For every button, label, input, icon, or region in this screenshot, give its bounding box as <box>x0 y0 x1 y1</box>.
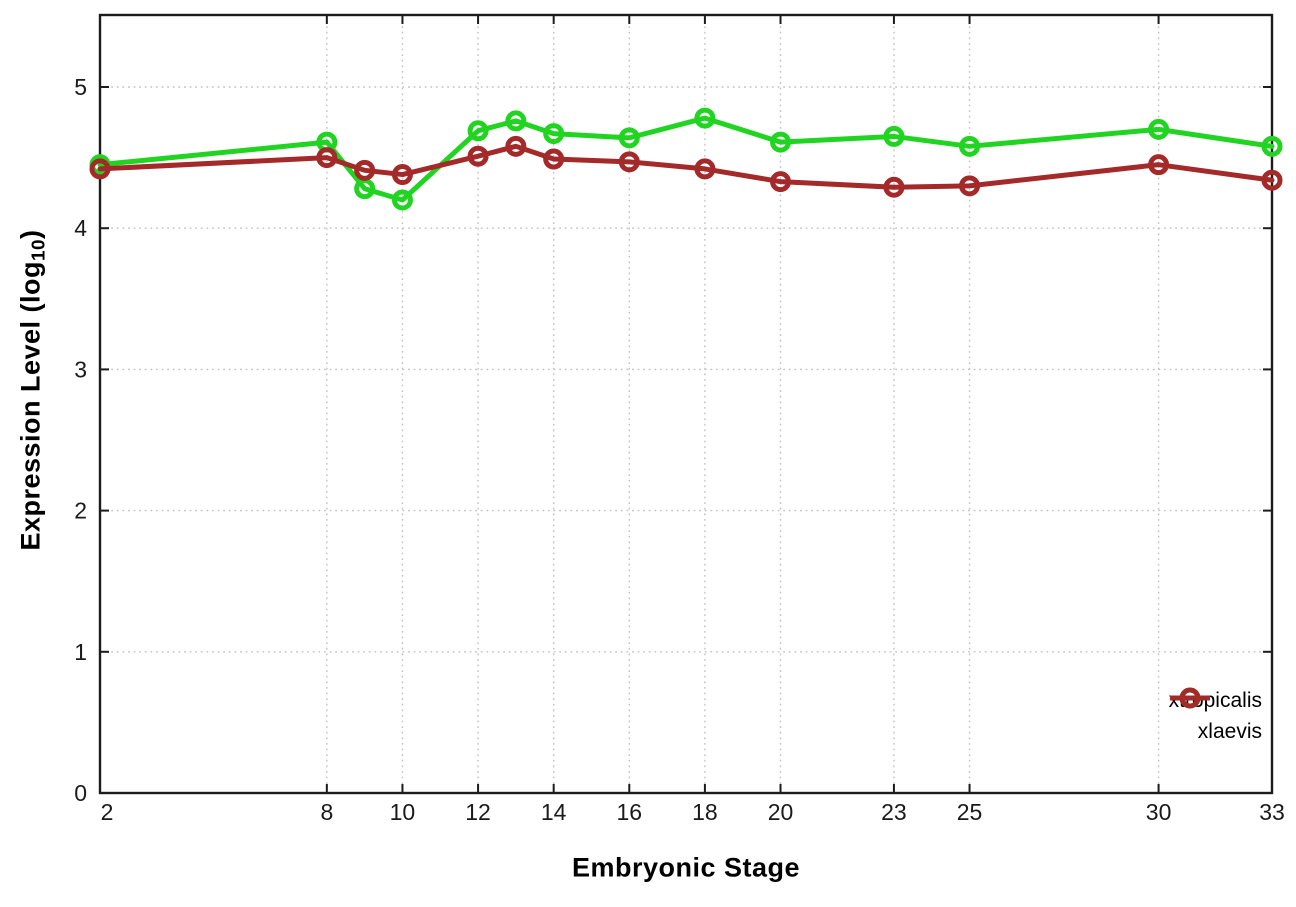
x-tick-label: 18 <box>692 799 718 825</box>
y-tick-label: 2 <box>74 498 87 524</box>
data-point-xtropicalis <box>505 110 527 132</box>
data-point-xlaevis <box>89 158 111 180</box>
data-point-xlaevis <box>1261 169 1283 191</box>
data-point-xlaevis <box>959 175 981 197</box>
data-point-xlaevis <box>770 171 792 193</box>
y-axis-title-text: Expression Level (log <box>15 260 46 551</box>
data-point-xtropicalis <box>543 123 565 145</box>
data-point-xlaevis <box>1148 154 1170 176</box>
x-tick-label: 23 <box>881 799 907 825</box>
y-axis-title-subscript: 10 <box>28 238 50 261</box>
x-tick-label: 10 <box>390 799 416 825</box>
plot-border <box>98 13 1274 795</box>
data-point-xlaevis <box>618 151 640 173</box>
x-tick-label: 33 <box>1259 799 1285 825</box>
data-point-xlaevis <box>694 158 716 180</box>
legend: xtropicalis xlaevis <box>1169 685 1262 747</box>
y-tick-label: 0 <box>74 780 87 806</box>
data-point-xlaevis <box>467 145 489 167</box>
data-point-xlaevis <box>316 147 338 169</box>
data-point-xlaevis <box>543 148 565 170</box>
data-point-xtropicalis <box>1148 118 1170 140</box>
y-axis-title-close: ) <box>15 229 46 239</box>
data-point-xtropicalis <box>883 125 905 147</box>
x-tick-label: 30 <box>1146 799 1172 825</box>
data-point-xtropicalis <box>1261 135 1283 157</box>
x-tick-label: 14 <box>541 799 567 825</box>
data-point-xlaevis <box>391 164 413 186</box>
data-point-xlaevis <box>883 176 905 198</box>
y-tick-label: 3 <box>74 356 87 382</box>
x-tick-label: 25 <box>957 799 983 825</box>
data-point-xtropicalis <box>770 131 792 153</box>
x-axis-title: Embryonic Stage <box>571 852 801 883</box>
y-tick-label: 5 <box>74 74 87 100</box>
data-point-xtropicalis <box>618 127 640 149</box>
y-tick-label: 1 <box>74 639 87 665</box>
data-point-xtropicalis <box>391 189 413 211</box>
data-point-xtropicalis <box>959 135 981 157</box>
x-tick-label: 16 <box>616 799 642 825</box>
data-point-xlaevis <box>505 135 527 157</box>
legend-marker-icon-xlaevis <box>1169 687 1210 709</box>
data-point-xtropicalis <box>467 120 489 142</box>
data-point-xtropicalis <box>694 107 716 129</box>
legend-entry-xlaevis: xlaevis <box>1169 687 1262 747</box>
data-point-xlaevis <box>354 159 376 181</box>
x-tick-label: 20 <box>768 799 794 825</box>
x-tick-label: 2 <box>101 799 114 825</box>
x-tick-label: 8 <box>320 799 333 825</box>
y-axis-title: Expression Level (log10) <box>16 229 51 550</box>
legend-label-xlaevis: xlaevis <box>1197 719 1262 743</box>
x-tick-label: 12 <box>465 799 491 825</box>
y-tick-label: 4 <box>74 215 87 241</box>
series-line-xlaevis <box>97 143 1275 190</box>
